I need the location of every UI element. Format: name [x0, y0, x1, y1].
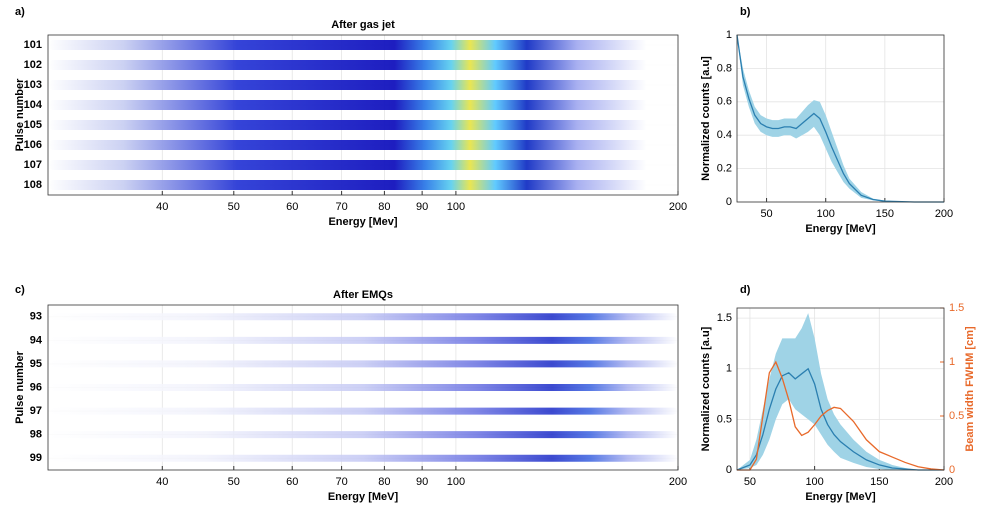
data-line	[737, 360, 945, 471]
x-tick-label: 100	[447, 201, 465, 213]
x-tick-label: 100	[447, 476, 465, 488]
x-tick-label: 60	[286, 201, 298, 213]
panel-label: c)	[15, 284, 25, 296]
plot-frame	[47, 304, 679, 471]
x-tick-label: 40	[156, 201, 168, 213]
y-tick-label: 0.8	[717, 62, 732, 74]
x-tick-label: 40	[156, 476, 168, 488]
y-tick-label: 1	[726, 363, 732, 375]
x-tick-label: 50	[744, 476, 756, 488]
y-tick-label: 0.6	[717, 96, 732, 108]
x-tick-label: 200	[935, 476, 953, 488]
y-tick-label: 98	[30, 429, 42, 441]
x-axis-label: Energy [MeV]	[328, 491, 399, 503]
y-axis-label: Normalized counts [a.u]	[700, 56, 712, 181]
y-tick-label: 104	[24, 99, 43, 111]
y-tick-label: 1.5	[717, 312, 732, 324]
y2-tick-label: 1.5	[949, 302, 964, 314]
spectrum-stripe	[48, 140, 678, 150]
y-tick-label: 106	[24, 139, 42, 151]
x-tick-label: 80	[378, 201, 390, 213]
plot-frame	[736, 307, 945, 471]
x-tick-label: 90	[416, 476, 428, 488]
spectrum-stripe	[48, 180, 678, 190]
x-axis-label: Energy [MeV]	[805, 491, 876, 503]
x-tick-label: 50	[228, 476, 240, 488]
spectrum-stripe	[48, 120, 678, 130]
spectrum-stripe	[48, 431, 678, 439]
spectrum-stripe	[48, 100, 678, 110]
y-axis-label: Pulse number	[14, 78, 26, 151]
y-axis-label: Pulse number	[14, 350, 26, 423]
error-band	[737, 313, 944, 470]
x-axis-label: Energy [Mev]	[328, 216, 397, 228]
x-tick-label: 60	[286, 476, 298, 488]
y-tick-label: 108	[24, 179, 42, 191]
y-tick-label: 101	[24, 39, 42, 51]
x-tick-label: 50	[228, 201, 240, 213]
x-axis-label: Energy [MeV]	[805, 223, 876, 235]
data-line	[736, 367, 944, 471]
x-tick-label: 50	[760, 208, 772, 220]
spectrum-stripe	[48, 336, 678, 344]
y-axis-label: Normalized counts [a.u]	[700, 326, 712, 451]
panel-label: d)	[740, 284, 751, 296]
data-line	[736, 34, 944, 203]
panel-label: b)	[740, 6, 751, 18]
x-tick-label: 100	[805, 476, 823, 488]
y-tick-label: 93	[30, 311, 42, 323]
y-tick-label: 94	[30, 334, 43, 346]
plot-frame	[736, 34, 945, 203]
x-tick-label: 200	[669, 201, 687, 213]
y-tick-label: 0.2	[717, 163, 732, 175]
x-tick-label: 90	[416, 201, 428, 213]
spectrum-stripe	[48, 384, 678, 391]
spectrum-stripe	[48, 80, 678, 90]
y-tick-label: 99	[30, 452, 42, 464]
y-tick-label: 107	[24, 159, 42, 171]
x-tick-label: 150	[870, 476, 888, 488]
error-band	[737, 35, 944, 202]
chart-title: After EMQs	[333, 289, 393, 301]
spectrum-stripe	[48, 407, 678, 415]
spectrum-stripe	[48, 454, 678, 462]
y-tick-label: 0.4	[717, 129, 732, 141]
chart-title: After gas jet	[331, 19, 395, 31]
y-tick-label: 0	[726, 196, 732, 208]
y-tick-label: 95	[30, 358, 42, 370]
y-tick-label: 102	[24, 59, 42, 71]
spectrum-stripe	[48, 313, 678, 321]
x-tick-label: 70	[335, 476, 347, 488]
y-tick-label: 96	[30, 381, 42, 393]
panel-label: a)	[15, 6, 25, 18]
y-tick-label: 105	[24, 119, 42, 131]
x-tick-label: 200	[669, 476, 687, 488]
y-tick-label: 0.5	[717, 413, 732, 425]
plot-frame	[47, 34, 679, 196]
x-tick-label: 200	[935, 208, 953, 220]
y-tick-label: 103	[24, 79, 42, 91]
y2-tick-label: 0.5	[949, 410, 964, 422]
spectrum-stripe	[48, 360, 678, 368]
y2-axis-label: Beam width FWHM [cm]	[964, 326, 976, 452]
y2-tick-label: 0	[949, 464, 955, 476]
x-tick-label: 100	[817, 208, 835, 220]
spectrum-stripe	[48, 40, 678, 50]
spectrum-stripe	[48, 60, 678, 70]
y-tick-label: 1	[726, 29, 732, 41]
y-tick-label: 97	[30, 405, 42, 417]
x-tick-label: 80	[378, 476, 390, 488]
y-tick-label: 0	[726, 464, 732, 476]
x-tick-label: 70	[335, 201, 347, 213]
y2-tick-label: 1	[949, 356, 955, 368]
x-tick-label: 150	[876, 208, 894, 220]
spectrum-stripe	[48, 160, 678, 170]
